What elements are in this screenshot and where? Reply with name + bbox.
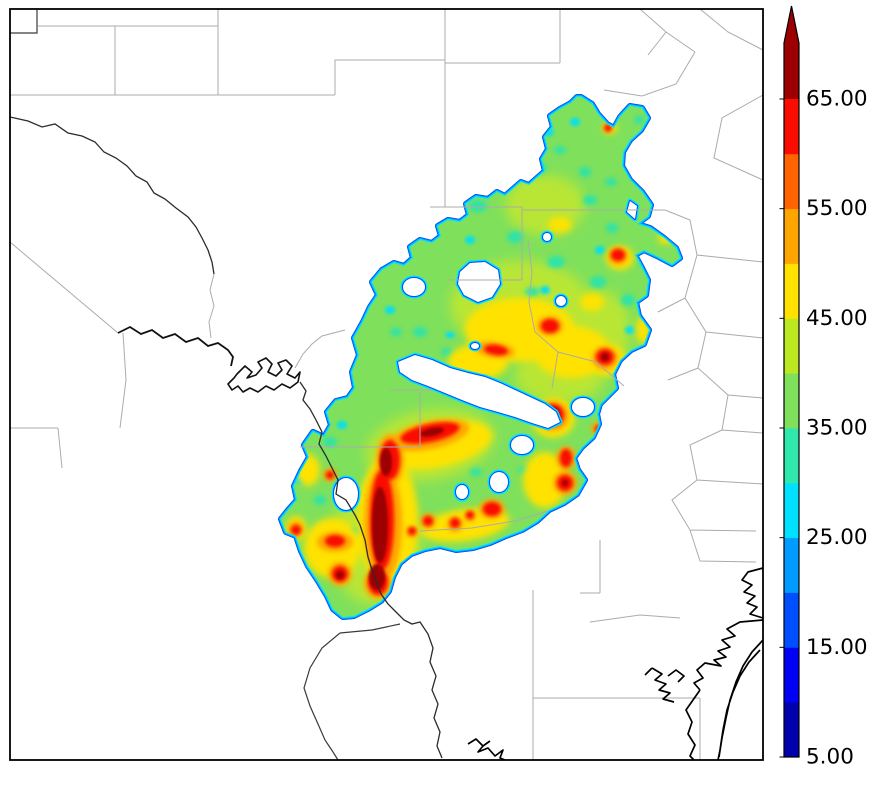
heat-blob xyxy=(621,294,635,306)
colorbar-segment xyxy=(784,482,799,539)
heat-blob xyxy=(579,167,591,177)
heat-blob xyxy=(413,327,427,337)
heat-blob xyxy=(443,557,453,567)
heat-blob xyxy=(497,144,513,156)
heat-blob xyxy=(470,468,482,476)
heat-blob xyxy=(548,217,572,233)
colorbar-outline xyxy=(783,5,800,758)
heat-blob xyxy=(408,527,416,535)
colorbar-segment xyxy=(784,428,799,484)
coastline xyxy=(467,567,764,761)
heat-blob xyxy=(369,564,385,590)
heat-blob xyxy=(560,449,572,467)
heat-blob xyxy=(570,118,580,126)
heat-blob xyxy=(469,200,487,212)
colorbar-segment xyxy=(784,537,799,593)
heat-blob xyxy=(562,480,568,486)
colorbar-segment xyxy=(784,592,799,648)
heat-blob xyxy=(423,516,433,526)
heat-blob xyxy=(390,328,402,336)
colorbar-label-45: 45.00 xyxy=(806,306,868,331)
heat-blob xyxy=(420,427,444,437)
colorbar-segment xyxy=(784,318,799,374)
colorbar-segment xyxy=(784,99,799,155)
heat-layer-dark-red xyxy=(336,353,609,590)
heat-blob xyxy=(424,552,436,564)
heat-blob xyxy=(385,306,395,314)
heat-blob xyxy=(326,471,334,479)
heat-blob xyxy=(523,452,567,508)
colorbar-label-15: 15.00 xyxy=(806,635,868,660)
county-lines xyxy=(9,8,764,760)
colorbar xyxy=(779,6,799,758)
heat-blob xyxy=(466,511,474,519)
heat-blob xyxy=(590,276,606,288)
reservoir-lake xyxy=(227,357,301,393)
heat-blob xyxy=(547,256,565,268)
colorbar-extend-arrow xyxy=(784,6,799,43)
heat-blob xyxy=(554,146,566,154)
colorbar-segment xyxy=(784,208,799,264)
heat-blob xyxy=(441,555,455,569)
heat-blob xyxy=(314,495,326,505)
heat-blob xyxy=(483,502,501,516)
heat-blob xyxy=(336,571,344,579)
colorbar-segment xyxy=(784,702,799,758)
heat-blob xyxy=(595,246,605,254)
colorbar-label-65: 65.00 xyxy=(806,87,868,112)
heat-blob xyxy=(323,437,337,447)
river-lines xyxy=(9,116,443,759)
heat-blob xyxy=(625,326,635,334)
colorbar-over-segment xyxy=(784,43,799,99)
heat-blob xyxy=(337,421,347,429)
heat-blob xyxy=(525,287,539,297)
heat-blob xyxy=(541,319,559,333)
heat-blob xyxy=(611,249,625,261)
colorbar-segment xyxy=(784,153,799,210)
colorbar-segment xyxy=(784,263,799,319)
heat-blob xyxy=(604,124,612,132)
plot-frame xyxy=(9,8,764,761)
heat-blob xyxy=(601,353,609,361)
heat-blob xyxy=(580,293,604,311)
heat-blob xyxy=(540,286,550,294)
heat-blob xyxy=(583,195,597,205)
colorbar-label-5: 5.00 xyxy=(806,745,854,770)
heat-blob xyxy=(465,236,475,244)
heat-blob xyxy=(484,344,508,356)
heat-blob xyxy=(450,518,460,528)
heat-blob xyxy=(380,448,392,476)
colorbar-segment xyxy=(784,647,799,703)
heat-blob xyxy=(634,116,644,124)
heat-blob xyxy=(489,174,501,182)
heat-blob xyxy=(445,332,455,338)
colorbar-label-25: 25.00 xyxy=(806,525,868,550)
heat-blob xyxy=(606,223,618,233)
heat-blob xyxy=(372,487,388,563)
heat-blob xyxy=(291,525,301,535)
colorbar-label-55: 55.00 xyxy=(806,196,868,221)
colorbar-label-35: 35.00 xyxy=(806,416,868,441)
heat-blob xyxy=(507,231,523,243)
heat-blob xyxy=(426,554,434,562)
state-boundaries xyxy=(10,9,401,761)
heat-blob xyxy=(441,348,453,356)
colorbar-labels: 65.00 55.00 45.00 35.00 25.00 15.00 5.00 xyxy=(806,87,868,770)
heat-blob xyxy=(605,178,617,186)
heat-blob xyxy=(325,535,345,547)
colorbar-segment xyxy=(784,373,799,429)
